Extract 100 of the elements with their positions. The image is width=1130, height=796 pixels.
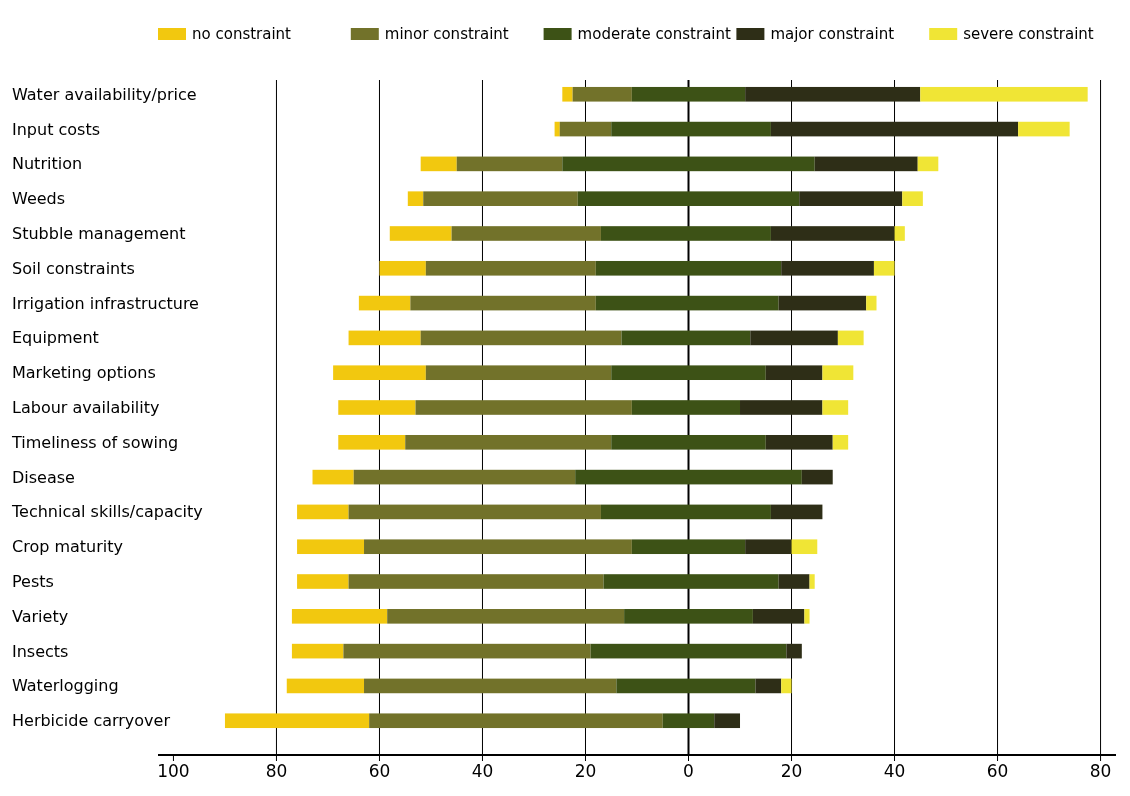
bar — [405, 435, 612, 450]
bar — [894, 226, 905, 241]
x-tick-label: 60 — [986, 761, 1009, 781]
bar — [621, 330, 751, 346]
bar — [866, 295, 877, 311]
bar — [822, 400, 849, 415]
x-tick-label: 60 — [368, 761, 391, 781]
y-tick-label: Waterlogging — [12, 676, 119, 696]
bar — [837, 330, 864, 346]
bar — [765, 435, 833, 450]
bar — [740, 400, 823, 415]
bar — [770, 504, 823, 520]
bar — [425, 260, 596, 276]
y-tick-label: Soil constraints — [12, 258, 135, 278]
bar — [600, 504, 771, 520]
y-tick-label: Stubble management — [12, 223, 186, 243]
bar — [387, 609, 625, 624]
bar — [801, 469, 833, 485]
bar — [358, 295, 411, 311]
bar — [873, 260, 895, 276]
y-tick-label: Marketing options — [12, 363, 156, 383]
bar — [611, 435, 766, 450]
y-tick-label: Irrigation infrastructure — [12, 293, 199, 313]
bar — [572, 86, 632, 102]
bar — [353, 469, 576, 485]
bar — [348, 330, 421, 346]
x-tick-label: 0 — [683, 761, 694, 781]
bar — [778, 295, 867, 311]
bar — [312, 469, 354, 485]
bar — [631, 86, 746, 102]
bar — [781, 678, 792, 694]
legend-label: moderate constraint — [577, 25, 732, 43]
bar — [616, 678, 756, 694]
bar — [291, 609, 388, 624]
bar — [456, 156, 563, 172]
bar — [765, 365, 823, 381]
bar — [832, 435, 849, 450]
bar — [804, 609, 810, 624]
y-tick-label: Disease — [12, 467, 75, 487]
bar — [631, 400, 741, 415]
bar — [745, 539, 792, 555]
bar — [420, 330, 622, 346]
bar — [451, 226, 601, 241]
x-tick-label: 80 — [1089, 761, 1112, 781]
bar — [611, 365, 766, 381]
x-tick-label: 40 — [883, 761, 906, 781]
bar — [595, 260, 782, 276]
bar — [286, 678, 365, 694]
y-tick-label: Pests — [12, 572, 54, 592]
bar — [770, 121, 1019, 137]
y-tick-label: Technical skills/capacity — [11, 502, 203, 522]
legend-label: minor constraint — [384, 25, 509, 43]
y-tick-label: Crop maturity — [12, 537, 123, 557]
bar — [420, 156, 457, 172]
y-tick-label: Water availability/price — [12, 84, 197, 104]
bar — [714, 713, 741, 729]
bar — [600, 226, 771, 241]
bar — [562, 156, 815, 172]
bar — [348, 504, 601, 520]
bar — [662, 713, 715, 729]
bar — [595, 295, 779, 311]
bar — [624, 609, 753, 624]
bar — [755, 678, 782, 694]
bar — [364, 539, 632, 555]
bar — [752, 609, 805, 624]
bar — [809, 574, 815, 589]
bar — [297, 504, 349, 520]
bar — [297, 539, 365, 555]
bar — [631, 539, 746, 555]
bar — [338, 435, 406, 450]
bar — [559, 121, 612, 137]
x-tick-label: 40 — [471, 761, 494, 781]
bar — [425, 365, 612, 381]
y-tick-label: Input costs — [12, 119, 101, 139]
y-tick-label: Timeliness of sowing — [11, 432, 179, 452]
bar — [343, 643, 591, 659]
bar — [791, 539, 818, 555]
bar — [814, 156, 918, 172]
x-tick-label: 20 — [780, 761, 803, 781]
legend-label: severe constraint — [963, 25, 1094, 43]
x-tick-label: 100 — [157, 761, 190, 781]
bar — [786, 643, 802, 659]
bar — [822, 365, 854, 381]
bar — [407, 191, 424, 206]
bar — [423, 191, 578, 206]
y-tick-label: Variety — [12, 606, 69, 626]
x-tick-label: 20 — [574, 761, 597, 781]
bar — [389, 226, 452, 241]
bar — [369, 713, 663, 729]
y-tick-label: Insects — [12, 641, 69, 661]
x-tick-label: 80 — [265, 761, 288, 781]
bar — [338, 400, 416, 415]
bar — [379, 260, 426, 276]
legend-label: no constraint — [192, 25, 292, 43]
bar — [799, 191, 903, 206]
bar — [364, 678, 617, 694]
bar — [590, 643, 787, 659]
bar — [224, 713, 370, 729]
y-tick-label: Equipment — [12, 328, 99, 348]
bar — [333, 365, 426, 381]
